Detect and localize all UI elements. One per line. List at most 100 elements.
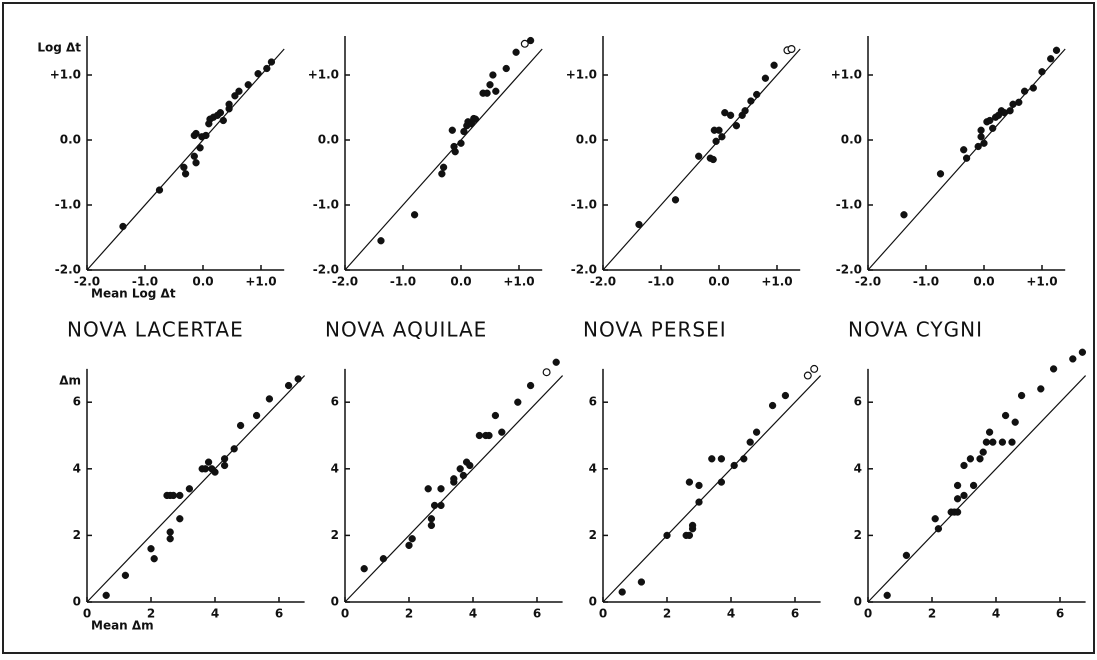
y-axis-label: Log Δt xyxy=(37,41,81,55)
x-tick-label: 0.0 xyxy=(973,275,994,289)
point xyxy=(747,97,755,105)
point xyxy=(150,555,158,563)
x-tick-label: -1.0 xyxy=(132,275,158,289)
y-tick-label: 6 xyxy=(854,395,862,409)
point xyxy=(377,237,385,245)
point xyxy=(155,186,164,194)
x-tick-label: +1.0 xyxy=(245,275,276,289)
point xyxy=(730,461,738,470)
point xyxy=(953,481,962,490)
x-tick-label: -1.0 xyxy=(913,275,939,289)
y-tick-label: 0.0 xyxy=(318,133,339,147)
point xyxy=(405,541,413,550)
point xyxy=(1047,55,1055,63)
point xyxy=(235,87,243,95)
point xyxy=(180,163,188,171)
point xyxy=(883,591,891,599)
point xyxy=(427,515,436,523)
point xyxy=(1049,365,1058,373)
identity-line xyxy=(867,375,1087,603)
point xyxy=(166,528,174,536)
point xyxy=(974,142,982,151)
y-tick-label: +1.0 xyxy=(831,68,862,82)
y-tick-label: 6 xyxy=(331,395,339,409)
nova-name: NOVA LACERTAE xyxy=(67,318,244,342)
point xyxy=(456,465,464,473)
x-tick-label: 6 xyxy=(791,607,799,621)
point xyxy=(1078,348,1087,356)
point xyxy=(437,501,445,510)
point xyxy=(486,81,494,89)
point xyxy=(752,428,761,436)
nova-name: NOVA PERSEI xyxy=(583,318,727,342)
x-axis-label: Mean Log Δt xyxy=(91,287,176,301)
point xyxy=(448,126,456,134)
point xyxy=(966,455,975,463)
point xyxy=(746,438,754,446)
point xyxy=(427,521,436,530)
point xyxy=(220,455,229,463)
point xyxy=(979,448,987,456)
point xyxy=(671,196,680,204)
y-tick-label: -2.0 xyxy=(55,263,81,277)
identity-line xyxy=(86,375,306,603)
point xyxy=(360,565,368,573)
point xyxy=(230,445,238,453)
x-tick-label: 4 xyxy=(211,607,219,621)
point xyxy=(439,163,448,171)
point xyxy=(192,129,200,138)
identity-line xyxy=(86,48,285,271)
point xyxy=(231,92,239,100)
point xyxy=(526,381,535,390)
point xyxy=(980,139,988,147)
y-tick-label: -1.0 xyxy=(836,198,862,212)
point xyxy=(936,170,945,178)
point xyxy=(761,74,770,82)
point xyxy=(740,455,748,463)
x-tick-label: 2 xyxy=(405,607,413,621)
point xyxy=(712,137,720,145)
y-tick-label: +1.0 xyxy=(308,68,339,82)
point xyxy=(1029,84,1037,92)
x-tick-label: 6 xyxy=(1056,607,1064,621)
y-tick-label: -2.0 xyxy=(571,263,597,277)
identity-line xyxy=(344,48,543,271)
point xyxy=(685,531,694,540)
y-tick-label: 0 xyxy=(73,595,81,609)
x-tick-label: -1.0 xyxy=(648,275,674,289)
y-tick-label: 4 xyxy=(589,461,597,475)
x-tick-label: 0.0 xyxy=(192,275,213,289)
y-tick-label: 0 xyxy=(589,595,597,609)
point xyxy=(252,411,261,420)
y-tick-label: 0.0 xyxy=(576,133,597,147)
point xyxy=(542,368,551,377)
x-tick-label: 2 xyxy=(928,607,936,621)
x-tick-label: 0.0 xyxy=(708,275,729,289)
y-tick-label: 0.0 xyxy=(841,133,862,147)
point xyxy=(1037,385,1045,393)
point xyxy=(489,71,497,79)
point xyxy=(460,127,468,136)
point xyxy=(726,111,735,119)
point xyxy=(244,81,252,89)
point xyxy=(192,159,200,167)
y-tick-label: +1.0 xyxy=(566,68,597,82)
point xyxy=(379,555,388,563)
point xyxy=(741,107,749,115)
point xyxy=(1017,391,1026,400)
y-tick-label: 6 xyxy=(73,395,81,409)
point xyxy=(483,89,491,97)
point xyxy=(989,124,997,132)
point xyxy=(934,525,943,533)
point xyxy=(514,398,522,406)
point xyxy=(635,220,643,229)
point xyxy=(695,152,703,160)
point xyxy=(437,485,445,493)
point xyxy=(998,438,1007,446)
y-tick-label: 2 xyxy=(854,528,862,542)
point xyxy=(803,371,812,380)
y-tick-label: 4 xyxy=(854,461,862,475)
point xyxy=(708,455,716,463)
x-tick-label: 2 xyxy=(147,607,155,621)
